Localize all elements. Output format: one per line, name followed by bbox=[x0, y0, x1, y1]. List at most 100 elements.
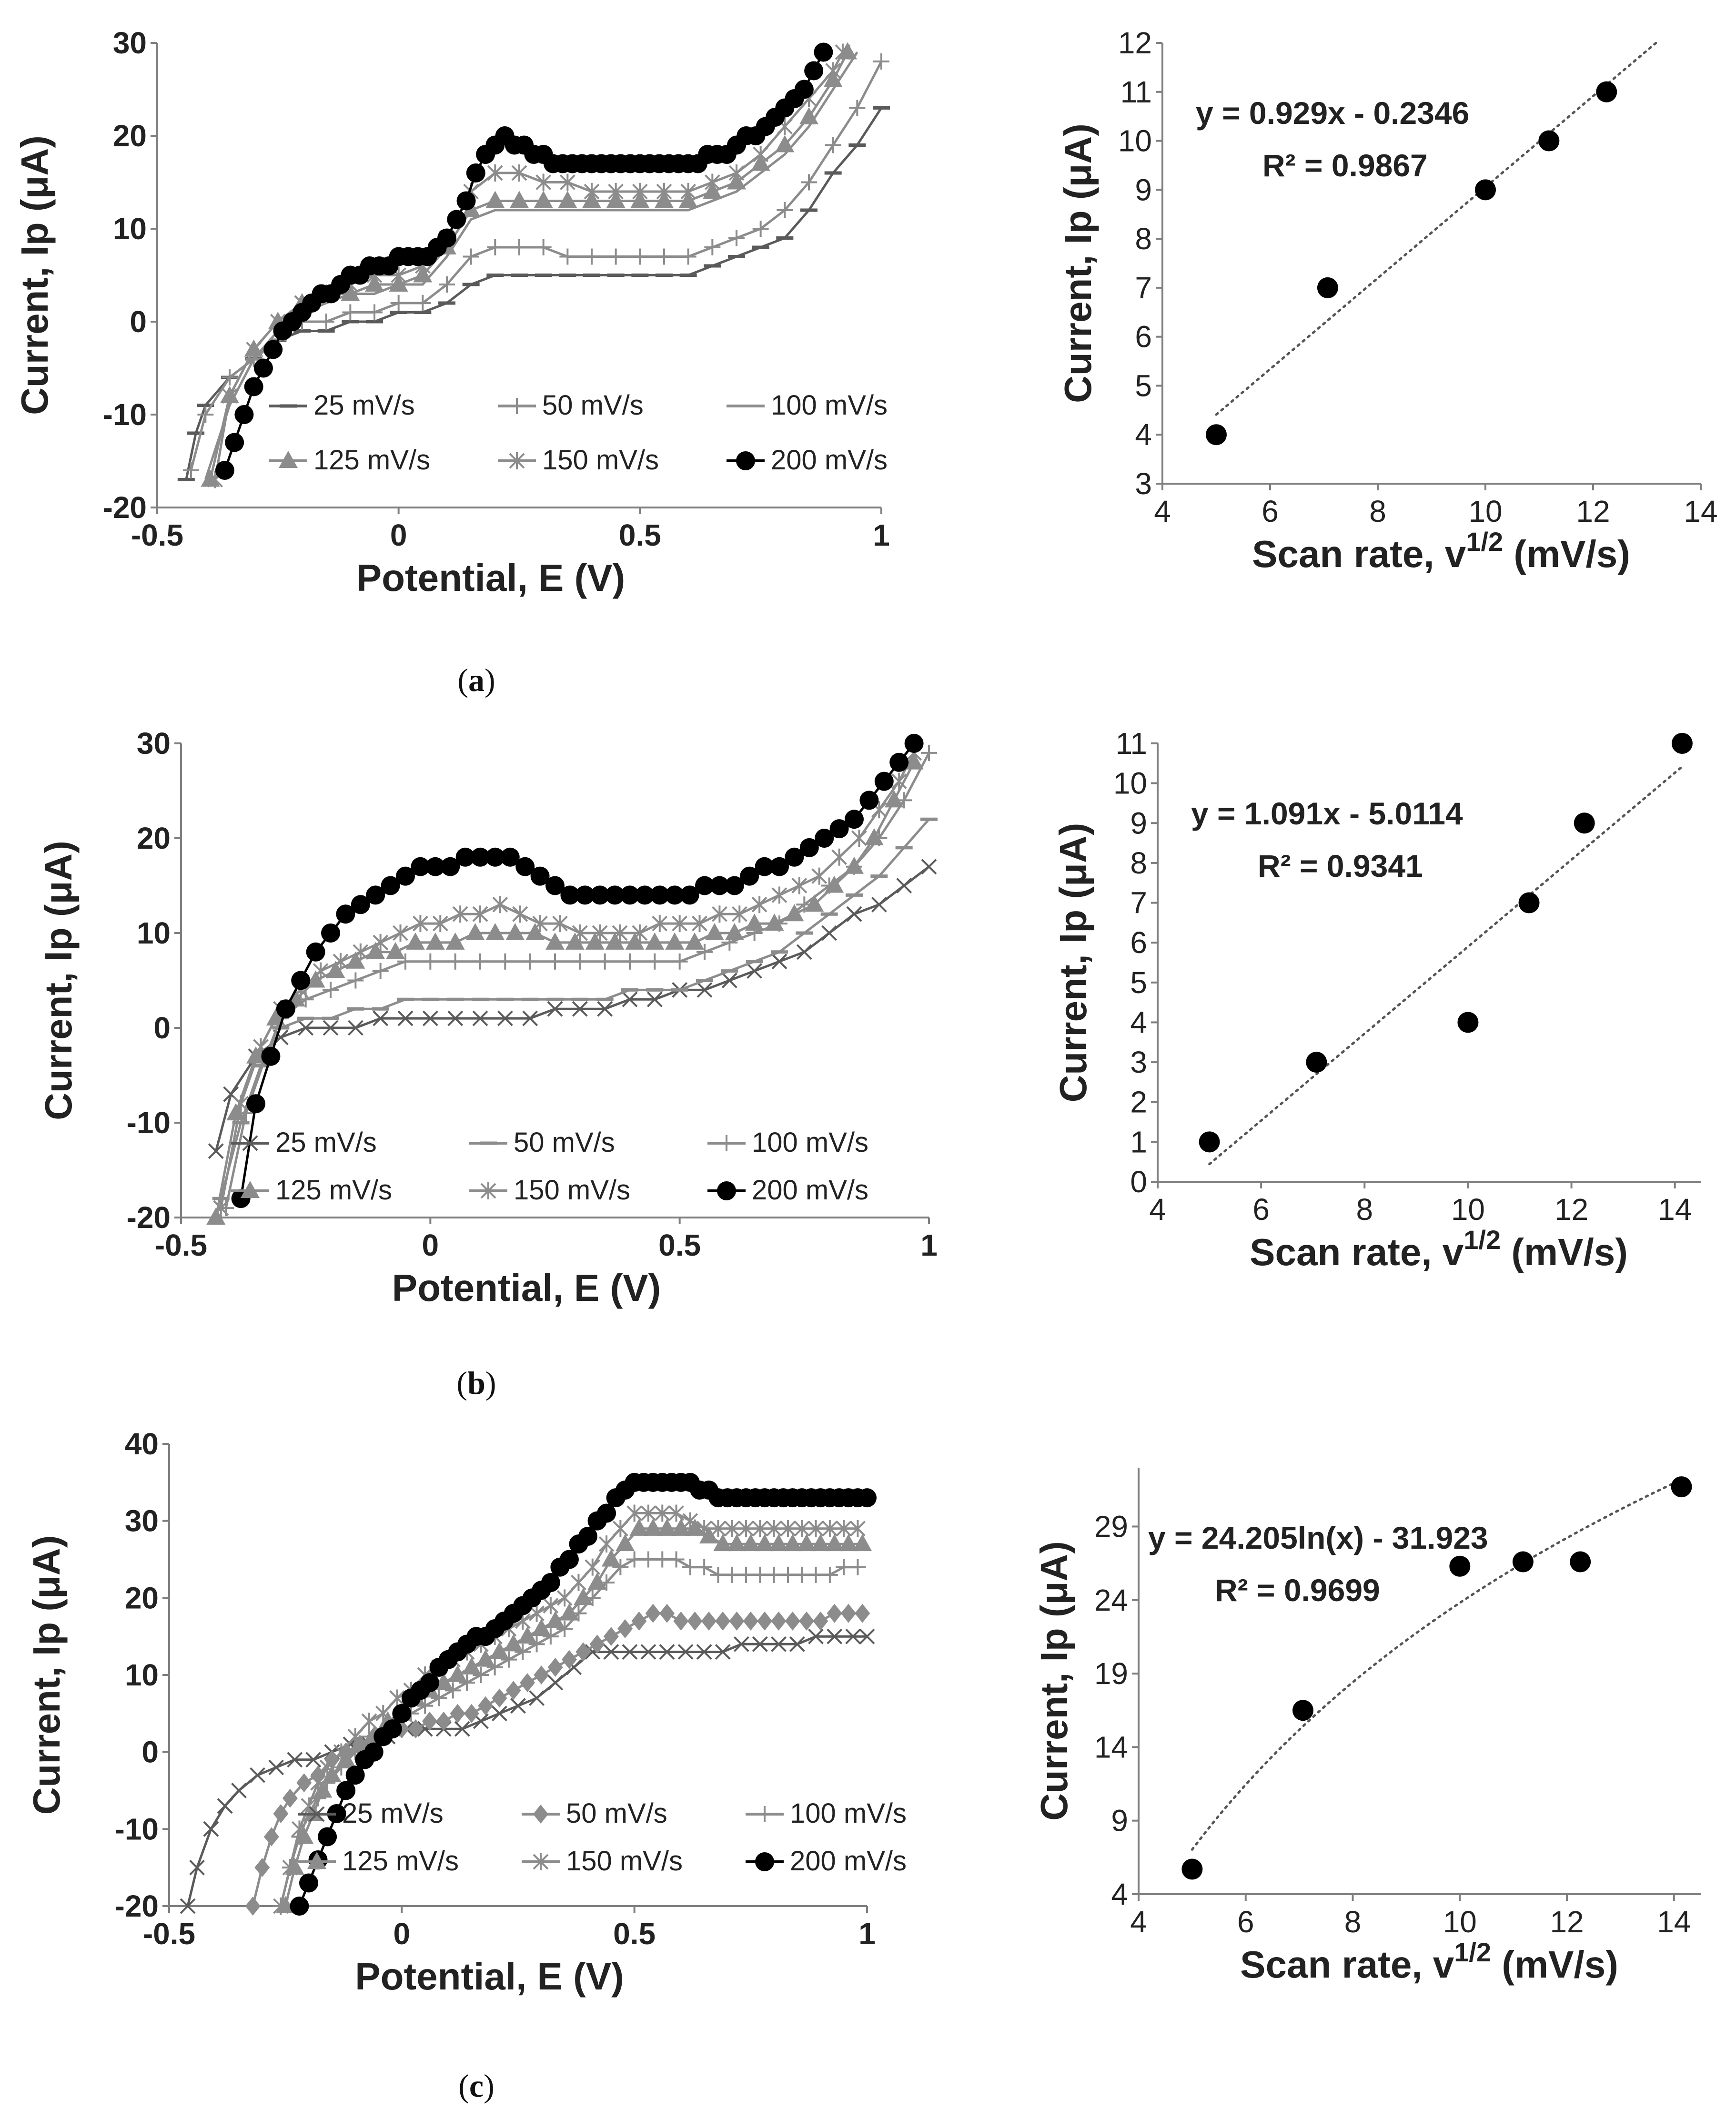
data-point bbox=[1596, 81, 1617, 102]
y-axis-title: Current, Ip (μA) bbox=[1052, 823, 1094, 1103]
chart-fit-c: 4 9 14 19 24 29 4 6 8 10 12 14 Current, Ip (μA) Scan … bbox=[1033, 1468, 1701, 1986]
y-tick-label: 4 bbox=[1111, 1877, 1128, 1911]
data-point bbox=[291, 971, 311, 990]
data-point bbox=[598, 1535, 615, 1553]
data-point bbox=[392, 1704, 412, 1723]
series-150-mv-s bbox=[207, 43, 851, 488]
data-point bbox=[389, 1689, 405, 1707]
data-point bbox=[547, 1001, 563, 1017]
data-point bbox=[825, 137, 841, 153]
data-point bbox=[884, 790, 904, 808]
data-point bbox=[1518, 892, 1540, 913]
data-point bbox=[799, 107, 818, 124]
data-point bbox=[545, 932, 565, 950]
data-point bbox=[808, 1628, 824, 1644]
y-tick-label: 9 bbox=[1135, 173, 1152, 207]
data-point bbox=[682, 1559, 698, 1575]
data-point bbox=[390, 295, 407, 311]
data-point bbox=[353, 943, 369, 961]
data-point bbox=[522, 1010, 538, 1026]
data-point bbox=[585, 1558, 601, 1576]
data-point bbox=[724, 1566, 740, 1583]
data-point bbox=[743, 1611, 758, 1631]
series-200-mv-s bbox=[231, 734, 924, 1208]
legend-item: 125 mV/s bbox=[231, 1175, 392, 1206]
data-point bbox=[485, 923, 505, 940]
trend-r2: R² = 0.9699 bbox=[1215, 1573, 1380, 1608]
y-tick-label: -20 bbox=[115, 1889, 159, 1923]
data-point bbox=[755, 857, 774, 876]
data-point bbox=[840, 1603, 856, 1623]
legend-label: 100 mV/s bbox=[771, 390, 888, 421]
x-axis-title: Scan rate, v1/2 (mV/s) bbox=[1252, 527, 1630, 575]
trend-equation: y = 24.205ln(x) - 31.923 bbox=[1148, 1520, 1488, 1555]
y-tick-label: -10 bbox=[103, 397, 147, 432]
y-tick-label: 9 bbox=[1111, 1804, 1128, 1838]
data-point bbox=[246, 1046, 265, 1064]
series-200-mv-s bbox=[215, 42, 833, 480]
data-point bbox=[439, 276, 455, 293]
data-point bbox=[492, 1705, 507, 1722]
data-point bbox=[366, 304, 383, 321]
data-point bbox=[511, 239, 527, 255]
data-point bbox=[845, 1628, 861, 1644]
data-point bbox=[853, 1534, 872, 1552]
legend-item: 200 mV/s bbox=[746, 1846, 907, 1877]
data-point bbox=[505, 923, 525, 940]
legend-label: 200 mV/s bbox=[771, 445, 888, 476]
data-point bbox=[231, 1783, 247, 1798]
data-point bbox=[478, 1696, 494, 1715]
data-point bbox=[347, 1020, 363, 1036]
data-point bbox=[696, 1644, 712, 1660]
data-point bbox=[511, 164, 527, 182]
data-point bbox=[292, 1820, 307, 1838]
data-point bbox=[504, 1634, 523, 1652]
x-tick-label: 14 bbox=[1657, 1905, 1691, 1939]
trendline bbox=[1191, 1478, 1683, 1851]
x-axis-title-unit: (mV/s) bbox=[1503, 533, 1630, 575]
data-point bbox=[350, 1734, 370, 1752]
data-point bbox=[626, 1551, 643, 1568]
data-point bbox=[552, 915, 568, 933]
y-tick-label: 10 bbox=[137, 916, 171, 950]
data-point bbox=[1570, 1551, 1591, 1573]
data-point bbox=[777, 202, 793, 218]
data-point bbox=[904, 734, 924, 753]
data-point bbox=[797, 1534, 817, 1552]
data-point bbox=[244, 377, 263, 396]
data-point bbox=[747, 963, 763, 979]
x-tick-label: 14 bbox=[1658, 1192, 1692, 1227]
data-point bbox=[515, 857, 535, 876]
x-axis-title: Scan rate, v1/2 (mV/s) bbox=[1240, 1937, 1618, 1986]
x-tick-label: 1 bbox=[920, 1228, 938, 1262]
data-point bbox=[290, 1897, 309, 1916]
data-point bbox=[849, 100, 866, 116]
data-point bbox=[273, 1898, 289, 1915]
caption-c-letter: c bbox=[469, 2068, 484, 2104]
data-point bbox=[245, 1897, 261, 1916]
data-point bbox=[659, 1644, 675, 1660]
data-point bbox=[766, 1520, 782, 1537]
data-point bbox=[725, 923, 744, 940]
data-point bbox=[299, 1873, 318, 1893]
data-point bbox=[520, 1673, 535, 1693]
data-point bbox=[383, 1719, 402, 1739]
data-point bbox=[779, 1566, 796, 1583]
data-point bbox=[333, 953, 349, 970]
data-point bbox=[696, 944, 713, 960]
legend: 25 mV/s 50 mV/s 100 mV/s 125 mV/s 150 mV/s 20… bbox=[269, 390, 888, 476]
data-point bbox=[472, 1010, 488, 1026]
data-point bbox=[535, 173, 552, 191]
data-point bbox=[447, 953, 464, 970]
y-tick-label: 20 bbox=[113, 119, 147, 153]
x-tick-label: 6 bbox=[1262, 494, 1279, 528]
caption-b: (b) bbox=[456, 1365, 496, 1401]
legend-label: 100 mV/s bbox=[790, 1798, 907, 1829]
data-point bbox=[492, 1688, 507, 1708]
data-point bbox=[814, 42, 833, 62]
data-point bbox=[1512, 1551, 1534, 1573]
y-tick-label: 0 bbox=[153, 1011, 171, 1045]
data-point bbox=[682, 1512, 698, 1530]
x-tick-label: 4 bbox=[1149, 1192, 1166, 1227]
data-point bbox=[643, 1518, 663, 1536]
